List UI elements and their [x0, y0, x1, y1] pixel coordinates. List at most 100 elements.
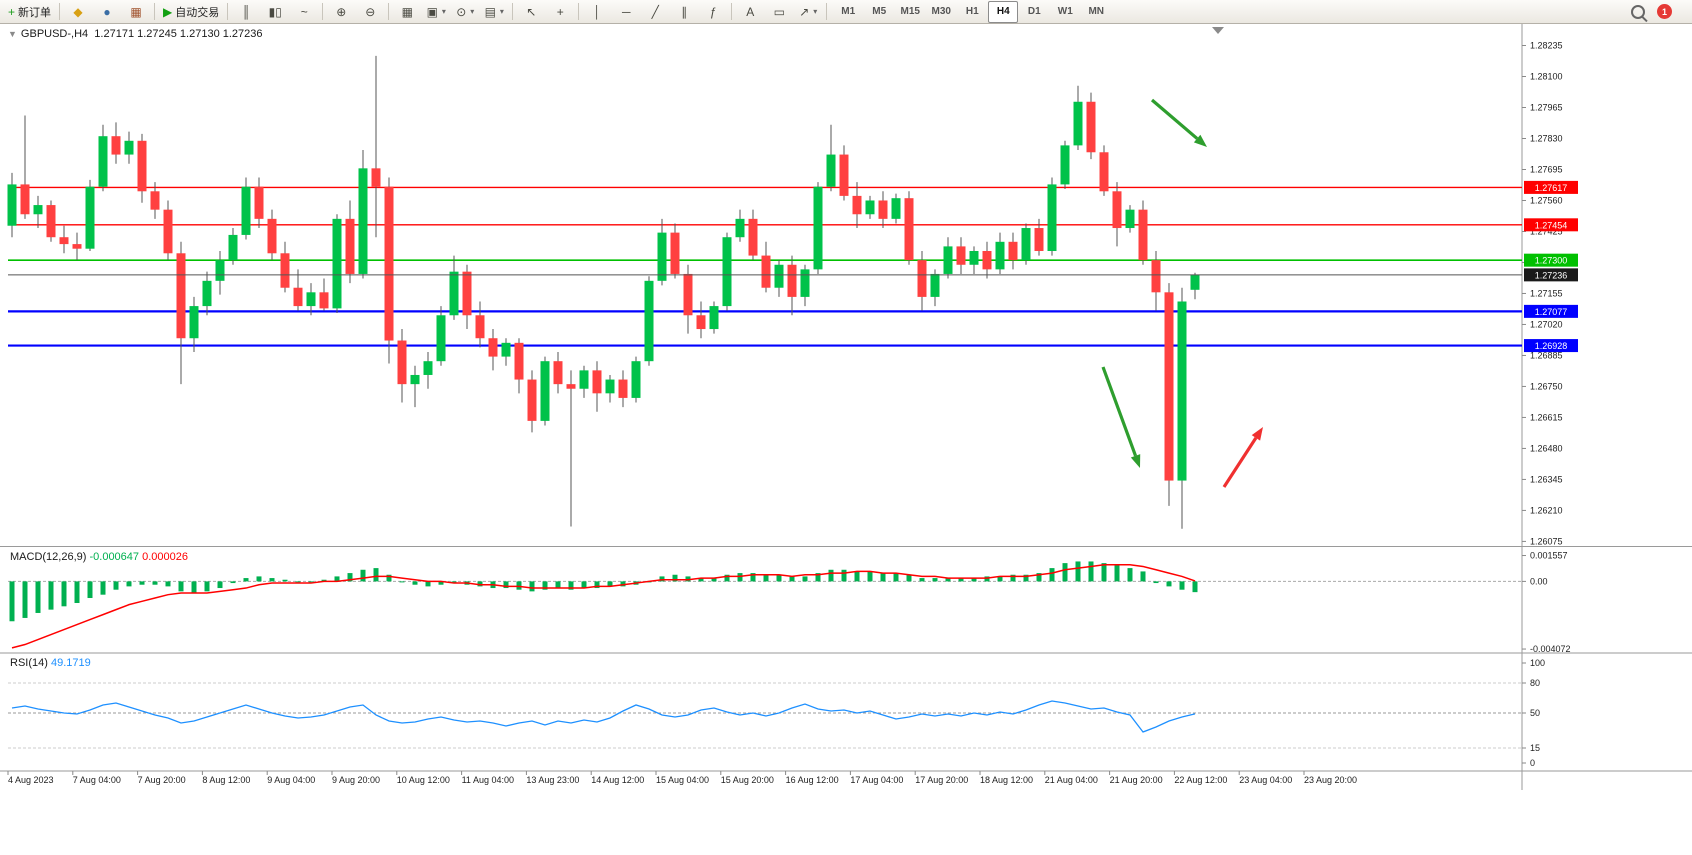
- price-chart[interactable]: 1.28235 1.28100 1.27965 1.27830 1.27695 1.275…: [0, 0, 1692, 792]
- templates-button[interactable]: ▤ ▾: [480, 1, 508, 23]
- macd-axis-label: -0.004072: [1530, 644, 1571, 654]
- timeframe-m15-button[interactable]: M15: [900, 6, 920, 17]
- price-tick-label: 1.28100: [1530, 72, 1563, 82]
- horizontal-line-icon: ─: [621, 4, 631, 19]
- crosshair-icon: +: [556, 4, 564, 19]
- text-button[interactable]: A: [736, 1, 764, 23]
- bar-chart-button[interactable]: ║: [232, 1, 260, 23]
- macd-axis-label: 0.001557: [1530, 551, 1568, 561]
- zoom-out-icon: ⊖: [365, 4, 376, 19]
- chevron-down-icon[interactable]: ▾: [470, 7, 475, 16]
- label-button[interactable]: ▭: [765, 1, 793, 23]
- svg-text:1.27236: 1.27236: [1535, 270, 1568, 280]
- symbol-period-label: GBPUSD-,H4: [20, 28, 89, 40]
- line-chart-button[interactable]: ~: [290, 1, 318, 23]
- timeframe-d1-button[interactable]: D1: [1027, 6, 1041, 17]
- zoom-out-button[interactable]: ⊖: [356, 1, 384, 23]
- time-tick-label: 9 Aug 04:00: [267, 775, 315, 785]
- crosshair-button[interactable]: +: [546, 1, 574, 23]
- timeframe-switcher: M1 M5 M15 M30 H1 H4 D1 W1 MN: [833, 0, 1111, 23]
- time-tick-label: 21 Aug 04:00: [1045, 775, 1098, 785]
- ohlc-values: 1.27171 1.27245 1.27130 1.27236: [94, 28, 263, 40]
- navigator-button[interactable]: ●: [93, 1, 121, 23]
- timeframe-m30-button[interactable]: M30: [931, 6, 951, 17]
- pane-separators: [0, 24, 1692, 790]
- price-tick-label: 1.27425: [1530, 226, 1563, 236]
- price-tick-label: 1.26480: [1530, 443, 1563, 453]
- notification-badge[interactable]: 1: [1657, 4, 1672, 19]
- channel-icon: ∥: [681, 4, 688, 19]
- market-watch-button[interactable]: ◆: [64, 1, 92, 23]
- toolbar-separator: [322, 3, 324, 20]
- horizontal-line-button[interactable]: ─: [612, 1, 640, 23]
- search-icon[interactable]: [1631, 4, 1645, 19]
- rsi-axis-label: 0: [1530, 758, 1535, 768]
- time-tick-label: 11 Aug 04:00: [462, 775, 514, 785]
- new-chart-button[interactable]: ▣ ▾: [422, 1, 450, 23]
- svg-text:1.27454: 1.27454: [1535, 220, 1568, 230]
- new-order-button[interactable]: + 新订单: [4, 1, 55, 23]
- price-tick-label: 1.26615: [1530, 412, 1563, 422]
- timeframe-m5-button[interactable]: M5: [872, 6, 887, 17]
- timeframe-m1-button[interactable]: M1: [841, 6, 856, 17]
- timeframe-mn-button[interactable]: MN: [1088, 6, 1105, 17]
- time-tick-label: 21 Aug 20:00: [1110, 775, 1163, 785]
- fibonacci-icon: ƒ: [709, 4, 717, 19]
- price-axis: 1.28235 1.28100 1.27965 1.27830 1.27695 1.275…: [1522, 41, 1563, 546]
- terminal-button[interactable]: ▦: [122, 1, 150, 23]
- symbol-info: ▼ GBPUSD-,H4 1.27171 1.27245 1.27130 1.27…: [8, 28, 263, 40]
- fibonacci-button[interactable]: ƒ: [699, 1, 727, 23]
- chevron-down-icon[interactable]: ▾: [813, 7, 818, 16]
- price-tick-label: 1.27020: [1530, 319, 1563, 329]
- time-tick-label: 9 Aug 20:00: [332, 775, 380, 785]
- price-tick-label: 1.26885: [1530, 350, 1563, 360]
- main-toolbar: + 新订单 ◆ ● ▦ ▶ 自动交易 ║ ▮▯ ~ ⊕ ⊖ ▦ ▣ ▾ ⊙ ▾ ▤ ▾ ↖ + │ ─ ╱ ∥ ƒ A ▭ ↗ ▾ M1 M…: [0, 0, 1692, 24]
- auto-trading-icon: ▶: [163, 4, 173, 19]
- time-tick-label: 14 Aug 12:00: [591, 775, 644, 785]
- toolbar-separator: [731, 3, 733, 20]
- toolbar-separator: [59, 3, 61, 20]
- rsi-axis-label: 50: [1530, 708, 1540, 718]
- rsi-axis-label: 100: [1530, 658, 1545, 668]
- candles-layer: [7, 55, 1200, 529]
- price-badge: [1524, 339, 1578, 353]
- zoom-in-icon: ⊕: [336, 4, 347, 19]
- vertical-line-button[interactable]: │: [583, 1, 611, 23]
- rsi-indicator-title: RSI(14) 49.1719: [10, 657, 91, 669]
- candlestick-chart-button[interactable]: ▮▯: [261, 1, 289, 23]
- timeframe-h1-button[interactable]: H1: [965, 6, 979, 17]
- tile-windows-icon: ▦: [401, 4, 413, 19]
- arrows-button[interactable]: ↗ ▾: [794, 1, 822, 23]
- time-tick-label: 23 Aug 04:00: [1239, 775, 1292, 785]
- macd-signal-value: 0.000026: [142, 551, 188, 563]
- svg-text:1.27617: 1.27617: [1535, 183, 1568, 193]
- channel-button[interactable]: ∥: [670, 1, 698, 23]
- price-badge: [1524, 268, 1578, 282]
- cursor-button[interactable]: ↖: [517, 1, 545, 23]
- new-order-icon: +: [8, 4, 16, 19]
- price-badge: [1524, 304, 1578, 318]
- zoom-in-button[interactable]: ⊕: [327, 1, 355, 23]
- time-tick-label: 15 Aug 04:00: [656, 775, 709, 785]
- time-tick-label: 17 Aug 20:00: [915, 775, 968, 785]
- tile-windows-button[interactable]: ▦: [393, 1, 421, 23]
- terminal-icon: ▦: [130, 4, 142, 19]
- text-icon: A: [746, 4, 755, 19]
- market-watch-icon: ◆: [73, 4, 83, 19]
- time-tick-label: 16 Aug 12:00: [786, 775, 839, 785]
- time-axis: 4 Aug 2023 7 Aug 04:00 7 Aug 20:00 8 Aug 12…: [7, 771, 1357, 785]
- one-click-trading-icon[interactable]: ▼: [8, 29, 17, 39]
- auto-trading-button[interactable]: ▶ 自动交易: [159, 1, 223, 23]
- timeframe-w1-button[interactable]: W1: [1057, 6, 1073, 17]
- svg-text:1.26928: 1.26928: [1535, 341, 1568, 351]
- price-badge: [1524, 218, 1578, 232]
- trendline-button[interactable]: ╱: [641, 1, 669, 23]
- auto-trading-button-label: 自动交易: [175, 6, 220, 19]
- chevron-down-icon[interactable]: ▾: [499, 7, 504, 16]
- price-tick-label: 1.27155: [1530, 288, 1563, 298]
- periods-button[interactable]: ⊙ ▾: [451, 1, 479, 23]
- chevron-down-icon[interactable]: ▾: [441, 7, 446, 16]
- price-tick-label: 1.28235: [1530, 41, 1563, 51]
- timeframe-h4-button[interactable]: H4: [988, 0, 1019, 23]
- time-tick-label: 18 Aug 12:00: [980, 775, 1033, 785]
